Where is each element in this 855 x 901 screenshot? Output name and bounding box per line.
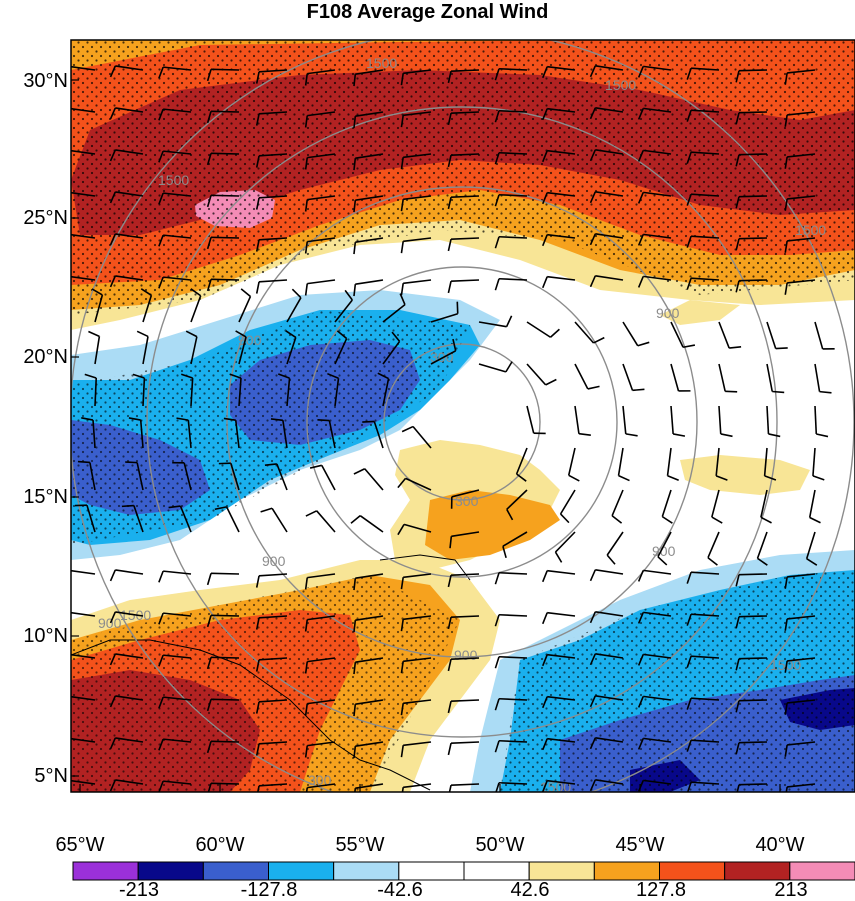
wind-barb bbox=[739, 742, 767, 743]
wind-field-layer: 1500 1500 1500 1500 900 300 900 300 900 … bbox=[63, 30, 855, 814]
colorbar-swatch bbox=[334, 862, 399, 880]
wind-barb bbox=[739, 574, 767, 575]
wind-barb bbox=[739, 112, 767, 113]
latitude-label: 30°N bbox=[2, 70, 68, 92]
contour-label: 1500 bbox=[605, 77, 636, 93]
wind-barb-flag bbox=[78, 462, 90, 463]
wind-barb bbox=[739, 196, 767, 197]
colorbar-swatch bbox=[138, 862, 203, 880]
wind-barb-flag bbox=[63, 234, 68, 245]
wind-barb-flag bbox=[122, 506, 134, 507]
wind-barb bbox=[211, 111, 239, 112]
wind-barb-flag bbox=[63, 150, 68, 161]
latitude-label: 20°N bbox=[2, 346, 68, 368]
wind-barb bbox=[211, 699, 239, 700]
latitude-label: 10°N bbox=[2, 625, 68, 647]
wind-barb-flag bbox=[63, 696, 68, 707]
wind-barb-flag bbox=[776, 348, 788, 349]
colorbar-swatch bbox=[725, 862, 790, 880]
wind-barb bbox=[211, 615, 239, 616]
colorbar-tick-label: -127.8 bbox=[224, 880, 314, 900]
colorbar-swatch bbox=[269, 862, 334, 880]
wind-barb-flag bbox=[63, 276, 68, 287]
wind-barb bbox=[739, 616, 767, 617]
contour-label: 900 bbox=[262, 553, 286, 569]
contour-label: 1500 bbox=[366, 55, 397, 71]
wind-barb bbox=[739, 700, 767, 701]
wind-barb bbox=[739, 154, 767, 155]
wind-barb bbox=[211, 657, 239, 658]
longitude-label: 45°W bbox=[600, 834, 680, 856]
wind-barb bbox=[739, 238, 767, 239]
colorbar-tick-label: 42.6 bbox=[485, 880, 575, 900]
colorbar-tick-label: -213 bbox=[94, 880, 184, 900]
longitude-label: 65°W bbox=[40, 834, 120, 856]
wind-barb-flag bbox=[63, 570, 68, 581]
colorbar-swatch bbox=[73, 862, 138, 880]
wind-barb bbox=[211, 237, 239, 238]
colorbar-swatch bbox=[660, 862, 725, 880]
wind-barb-flag bbox=[632, 389, 644, 390]
colorbar bbox=[73, 862, 855, 880]
wind-barb bbox=[211, 279, 239, 280]
wind-barb-flag bbox=[63, 612, 68, 623]
wind-barb-flag bbox=[362, 421, 374, 422]
wind-barb-flag bbox=[63, 738, 68, 749]
wind-barb-flag bbox=[125, 462, 137, 463]
colorbar-swatch bbox=[790, 862, 855, 880]
contour-label: 1500 bbox=[158, 172, 189, 188]
colorbar-swatch bbox=[203, 862, 268, 880]
contour-label: 900 bbox=[656, 305, 680, 321]
colorbar-tick-label: 213 bbox=[746, 880, 836, 900]
wind-barb bbox=[739, 280, 767, 281]
wind-barb bbox=[739, 784, 767, 785]
wind-barb bbox=[211, 195, 239, 196]
wind-barb-flag bbox=[317, 420, 329, 421]
latitude-label: 25°N bbox=[2, 207, 68, 229]
contour-label: 900 bbox=[98, 615, 122, 631]
latitude-label: 5°N bbox=[2, 765, 68, 787]
latitude-label: 15°N bbox=[2, 486, 68, 508]
wind-barb-flag bbox=[63, 654, 68, 665]
wind-barb bbox=[739, 70, 767, 71]
colorbar-swatch bbox=[529, 862, 594, 880]
contour-label: 900 bbox=[454, 647, 478, 663]
contour-label: 1500 bbox=[795, 222, 826, 238]
longitude-label: 55°W bbox=[320, 834, 400, 856]
wind-barb bbox=[739, 658, 767, 659]
colorbar-tick-label: 127.8 bbox=[616, 880, 706, 900]
wind-barb bbox=[211, 783, 239, 784]
colorbar-swatch bbox=[464, 862, 529, 880]
longitude-label: 60°W bbox=[180, 834, 260, 856]
wind-barb-flag bbox=[63, 192, 68, 203]
wind-barb bbox=[211, 153, 239, 154]
longitude-label: 40°W bbox=[740, 834, 820, 856]
colorbar-swatch bbox=[594, 862, 659, 880]
wind-barb bbox=[211, 69, 239, 70]
colorbar-tick-label: -42.6 bbox=[355, 880, 445, 900]
wind-barb bbox=[211, 741, 239, 742]
colorbar-swatch bbox=[399, 862, 464, 880]
longitude-label: 50°W bbox=[460, 834, 540, 856]
wind-barb-flag bbox=[772, 392, 784, 393]
wind-barb bbox=[211, 573, 239, 574]
wind-barb-flag bbox=[63, 108, 68, 119]
